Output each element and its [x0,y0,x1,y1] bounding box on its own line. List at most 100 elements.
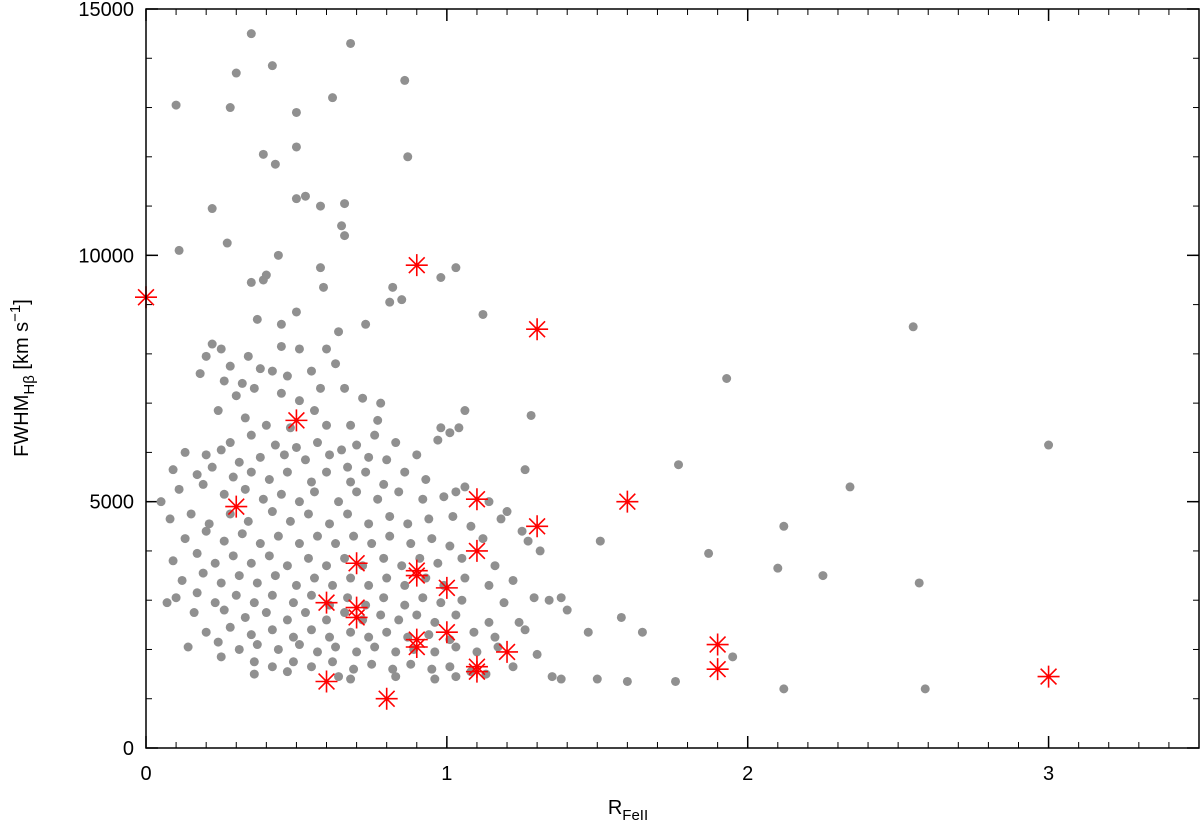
gray-data-point [249,669,259,679]
red-data-point [465,660,488,683]
gray-data-point [346,477,356,487]
red-data-point [225,495,248,518]
gray-data-point [213,406,223,416]
gray-data-point [728,652,738,662]
gray-data-point [451,610,461,620]
gray-data-point [343,462,353,472]
gray-data-point [508,575,518,585]
gray-data-point [424,630,434,640]
gray-data-point [225,103,235,113]
gray-data-point [388,282,398,292]
gray-data-point [469,627,479,637]
gray-data-point [418,494,428,504]
gray-data-point [213,637,223,647]
gray-data-point [331,359,341,369]
y-tick-label: 5000 [90,492,135,514]
gray-data-point [526,410,536,420]
gray-data-point [637,627,647,637]
gray-data-point [252,640,262,650]
gray-data-point [379,553,389,563]
gray-data-point [255,364,265,374]
gray-data-point [451,487,461,497]
gray-data-point [174,245,184,255]
gray-data-point [276,341,286,351]
gray-data-point [370,642,380,652]
gray-data-point [331,642,341,652]
gray-data-point [309,487,319,497]
gray-data-point [183,642,193,652]
gray-data-point [291,107,301,117]
gray-data-point [225,622,235,632]
gray-data-point [216,578,226,588]
gray-data-point [207,204,217,214]
gray-data-point [231,590,241,600]
gray-data-point [433,558,443,568]
gray-data-point [225,438,235,448]
gray-data-point [219,376,229,386]
gray-data-point [322,420,332,430]
gray-data-point [198,568,208,578]
red-data-point [526,318,549,341]
gray-data-point [460,573,470,583]
gray-data-point [328,580,338,590]
gray-data-point [337,445,347,455]
gray-data-point [322,344,332,354]
gray-data-point [451,672,461,682]
gray-data-point [325,519,335,529]
gray-data-point [556,593,566,603]
gray-data-point [908,322,918,332]
gray-data-point [376,610,386,620]
gray-data-point [430,617,440,627]
gray-data-point [294,640,304,650]
gray-data-point [466,521,476,531]
gray-data-point [388,664,398,674]
red-data-point [375,687,398,710]
gray-data-point [845,482,855,492]
gray-data-point [255,452,265,462]
x-tick-label: 2 [742,763,753,785]
red-data-point [435,621,458,644]
gray-data-point [288,598,298,608]
gray-data-point [249,657,259,667]
gray-data-point [445,428,455,438]
gray-data-point [162,598,172,608]
gray-data-point [207,462,217,472]
gray-data-point [306,477,316,487]
gray-data-point [252,314,262,324]
red-data-point [465,488,488,511]
gray-data-point [219,536,229,546]
gray-data-point [246,558,256,568]
gray-data-point [394,487,404,497]
gray-data-point [294,344,304,354]
gray-data-point [171,100,181,110]
gray-data-point [472,647,482,657]
gray-data-point [168,465,178,475]
gray-data-point [261,420,271,430]
gray-data-point [361,319,371,329]
gray-data-point [361,467,371,477]
gray-data-point [397,561,407,571]
red-data-point [345,606,368,629]
gray-data-point [346,674,356,684]
red-data-point [526,515,549,538]
gray-data-point [198,479,208,489]
gray-data-point [382,455,392,465]
gray-data-point [400,580,410,590]
gray-data-point [406,539,416,549]
gray-data-point [704,548,714,558]
gray-data-point [779,684,789,694]
gray-data-point [379,593,389,603]
gray-data-point [201,627,211,637]
gray-data-point [282,561,292,571]
gray-data-point [595,536,605,546]
gray-data-point [267,625,277,635]
gray-data-point [421,474,431,484]
gray-data-point [403,152,413,162]
gray-data-point [382,627,392,637]
gray-data-point [364,452,374,462]
gray-data-point [312,438,322,448]
gray-data-point [1044,440,1054,450]
gray-data-point [171,593,181,603]
gray-data-point [216,344,226,354]
gray-data-point [282,371,292,381]
